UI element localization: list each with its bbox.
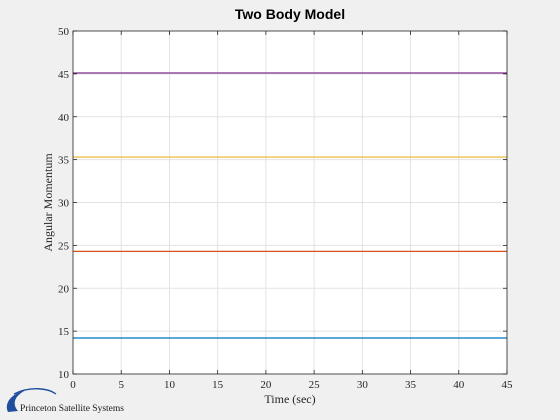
- x-tick-label: 5: [118, 379, 124, 391]
- x-tick-label: 30: [357, 379, 369, 391]
- y-tick-label: 25: [58, 240, 70, 252]
- y-tick-label: 35: [58, 155, 70, 167]
- ticks: 0 5 10 15 20 25 30 35 40 45 10 15 20 25 30 35 40 45 50: [58, 26, 513, 391]
- x-tick-label: 20: [260, 379, 272, 391]
- y-tick-label: 50: [58, 26, 70, 38]
- y-tick-label: 10: [58, 369, 70, 381]
- x-tick-label: 0: [70, 379, 76, 391]
- y-tick-label: 30: [58, 198, 70, 210]
- x-tick-label: 35: [405, 379, 417, 391]
- logo-swoosh-icon: [6, 390, 27, 412]
- x-tick-label: 10: [164, 379, 176, 391]
- x-tick-label: 15: [212, 379, 224, 391]
- y-tick-label: 45: [58, 69, 70, 81]
- logo-arc-icon: [13, 388, 57, 395]
- x-axis-label: Time (sec): [264, 392, 315, 406]
- logo-text: Princeton Satellite Systems: [20, 404, 124, 414]
- x-tick-label: 25: [309, 379, 321, 391]
- x-tick-label: 40: [453, 379, 465, 391]
- y-tick-label: 40: [58, 112, 70, 124]
- x-tick-label: 45: [502, 379, 514, 391]
- y-axis-label: Angular Momentum: [41, 153, 55, 252]
- company-logo: Princeton Satellite Systems: [6, 388, 124, 414]
- y-tick-label: 20: [58, 283, 70, 295]
- y-tick-label: 15: [58, 326, 70, 338]
- chart-title: Two Body Model: [235, 6, 345, 22]
- series-group: [73, 72, 507, 339]
